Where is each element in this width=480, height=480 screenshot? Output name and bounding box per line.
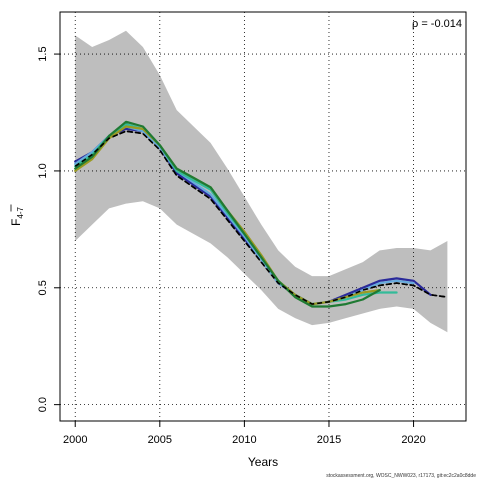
- x-tick-label: 2000: [63, 434, 87, 446]
- y-tick-label: 0.5: [37, 280, 49, 295]
- x-tick-label: 2020: [401, 434, 425, 446]
- grid-layer: [60, 12, 466, 421]
- rho-annotation: ρ = -0.014: [412, 18, 462, 30]
- y-axis-title-main: F: [9, 219, 23, 226]
- series-layer: [74, 120, 449, 308]
- footer-credit: stockassessment.org, WOSC_NWW023, r17173…: [326, 473, 476, 479]
- plot-frame: [59, 11, 467, 422]
- x-axis: 2000 2005 2010 2015 2020: [63, 421, 426, 446]
- x-axis-title: Years: [248, 455, 278, 469]
- y-axis-title-sub: 4-7: [16, 206, 25, 218]
- y-axis-title: F4-7: [9, 204, 25, 226]
- series-line-5: [74, 120, 381, 308]
- x-tick-label: 2010: [232, 434, 256, 446]
- svg-text:F4-7: F4-7: [9, 206, 25, 225]
- y-axis: 0.0 0.5 1.0 1.5: [37, 46, 60, 412]
- y-tick-label: 1.5: [37, 46, 49, 61]
- confidence-band-layer: [75, 30, 448, 333]
- y-tick-label: 0.0: [37, 397, 49, 412]
- x-tick-label: 2005: [148, 434, 172, 446]
- confidence-band: [75, 30, 448, 333]
- y-tick-label: 1.0: [37, 163, 49, 178]
- x-tick-label: 2015: [317, 434, 341, 446]
- series-line-reference: [74, 130, 448, 305]
